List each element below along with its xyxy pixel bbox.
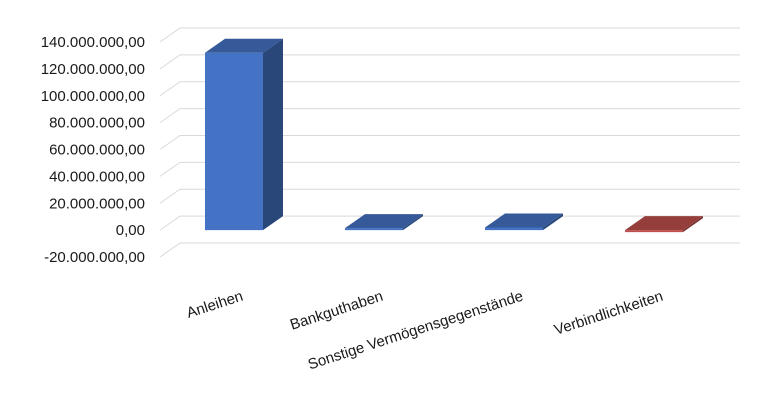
y-tick-label: 120.000.000,00 [41,61,145,78]
bar-top-face [205,38,283,53]
gridline [159,135,740,150]
gridlines [159,27,740,258]
bar [625,216,703,233]
bar-front-face [485,227,543,231]
bar-front-face [345,228,403,231]
y-tick-label: 60.000.000,00 [49,142,145,159]
gridline [159,108,740,124]
bar-top-face [485,213,563,228]
x-category-label: Bankguthaben [288,288,385,334]
gridline [159,54,740,70]
y-tick-label: 40.000.000,00 [49,168,145,185]
gridline [159,27,740,43]
gridline [159,161,740,177]
bar-front-face [625,230,683,233]
y-tick-label: -20.000.000,00 [44,249,145,266]
x-category-label: Verbindlichkeiten [552,288,665,339]
bar-side-face [263,38,283,231]
y-tick-label: 80.000.000,00 [49,115,145,132]
bar-side-face [683,216,703,233]
bar-side-face [403,214,423,231]
y-axis-ticks: 140.000.000,00 120.000.000,00 100.000.000,… [41,34,145,266]
bars [205,38,703,233]
gridline [159,81,740,97]
y-tick-label: 0,00 [116,222,145,239]
bar-top-face [345,214,423,229]
bar [485,213,563,231]
y-tick-label: 20.000.000,00 [49,195,145,212]
y-tick-label: 100.000.000,00 [41,88,145,105]
bar-front-face [205,52,263,231]
gridline [159,188,740,204]
x-category-label: Anleihen [184,288,245,322]
bar-top-face [625,216,703,231]
bar-side-face [543,213,563,231]
bar [345,214,423,231]
gridline [159,242,740,258]
y-tick-label: 140.000.000,00 [41,34,145,51]
bar [205,38,283,231]
